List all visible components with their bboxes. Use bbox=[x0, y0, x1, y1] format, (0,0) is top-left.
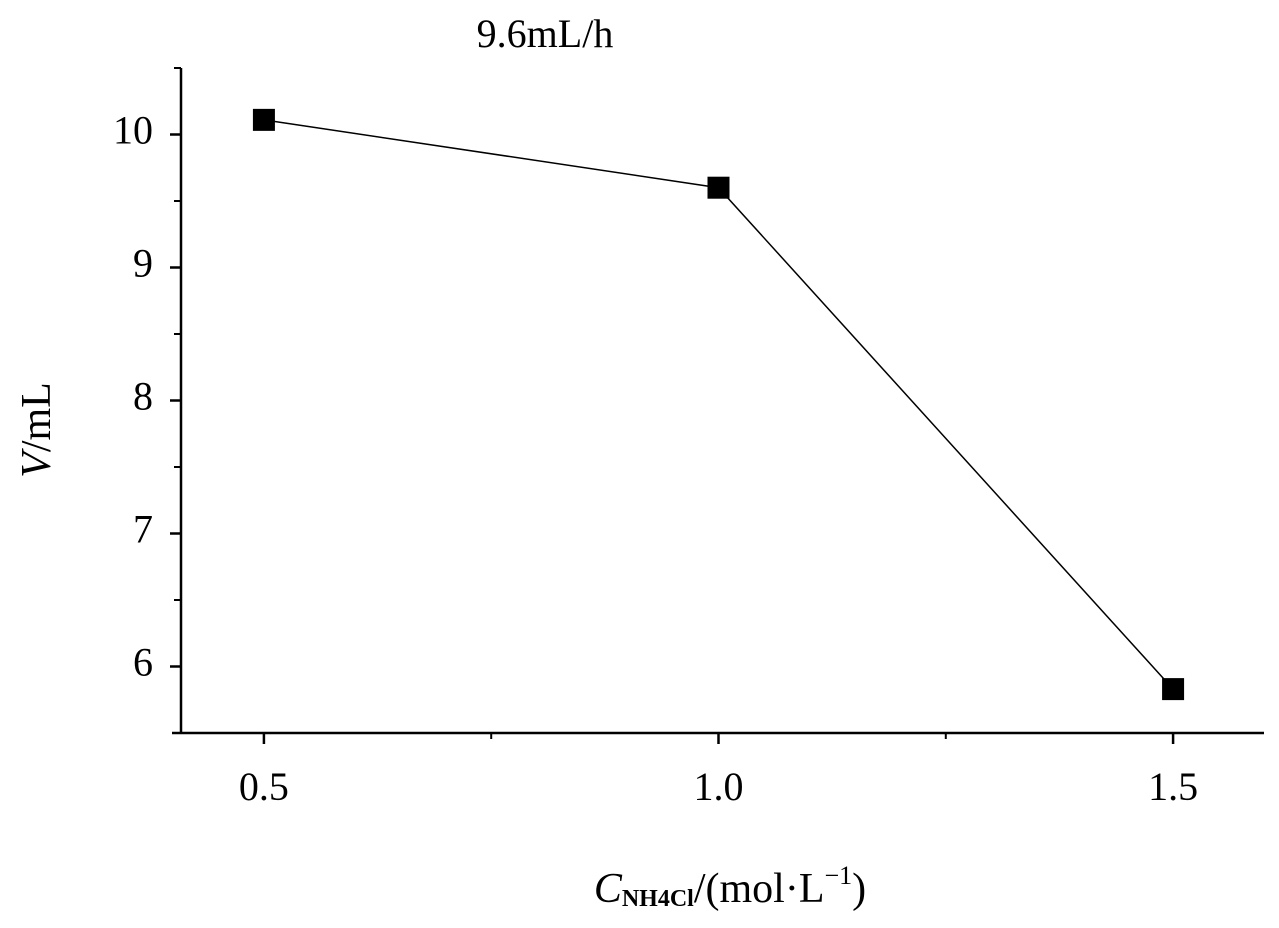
y-tick-label: 6 bbox=[133, 640, 153, 685]
y-label-symbol: V bbox=[14, 448, 60, 478]
x-label-unit: /(mol·L bbox=[694, 866, 825, 912]
x-label-subscript: NH4Cl bbox=[622, 886, 694, 912]
y-tick-label: 9 bbox=[133, 241, 153, 286]
x-tick-label: 0.5 bbox=[239, 764, 289, 809]
x-tick-label: 1.5 bbox=[1148, 764, 1198, 809]
x-label-symbol: C bbox=[594, 866, 623, 912]
x-tick-label: 1.0 bbox=[694, 764, 744, 809]
marker bbox=[1162, 678, 1185, 701]
marker bbox=[252, 108, 275, 131]
y-label: V/mL bbox=[14, 382, 60, 478]
y-axis-label: V/mL bbox=[14, 382, 60, 478]
y-tick-label: 8 bbox=[133, 374, 153, 419]
x-label-close: ) bbox=[852, 866, 866, 912]
y-tick-label: 10 bbox=[113, 108, 153, 153]
x-label: CNH4Cl/(mol·L−1) bbox=[594, 861, 866, 912]
y-label-unit: /mL bbox=[14, 382, 60, 452]
marker bbox=[707, 176, 730, 199]
x-label-superscript: −1 bbox=[824, 861, 852, 890]
line bbox=[263, 119, 1174, 690]
y-tick-label: 7 bbox=[133, 507, 153, 552]
chart-title: 9.6mL/h bbox=[477, 11, 614, 56]
